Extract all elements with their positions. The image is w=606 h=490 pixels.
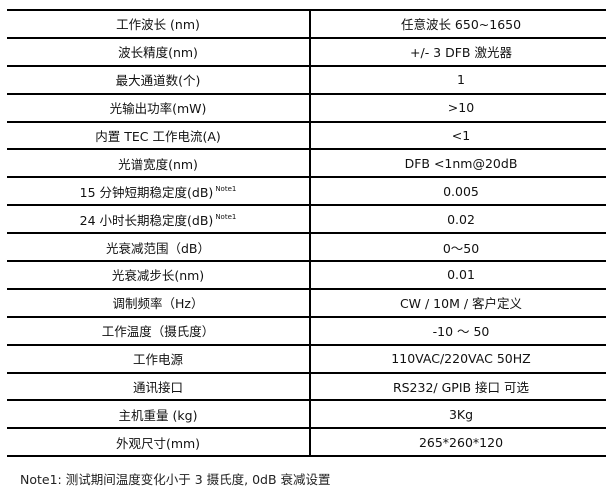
spec-label: 最大通道数(个) bbox=[7, 64, 311, 95]
spec-value: +/- 3 DFB 激光器 bbox=[310, 36, 606, 67]
note-reference: Note1 bbox=[215, 212, 237, 221]
table-row: 光输出功率(mW) >10 bbox=[7, 92, 606, 123]
spec-value: 0.005 bbox=[310, 176, 606, 207]
note-reference: Note1 bbox=[215, 184, 237, 193]
table-row: 调制频率（Hz） CW / 10M / 客户定义 bbox=[7, 287, 606, 318]
spec-label: 光衰减范围（dB） bbox=[7, 232, 311, 263]
spec-label: 光输出功率(mW) bbox=[7, 92, 311, 123]
spec-label-text: 15 分钟短期稳定度(dB) bbox=[79, 184, 214, 200]
spec-label-text: 工作温度（摄氏度） bbox=[101, 324, 215, 340]
spec-label-text: 24 小时长期稳定度(dB) bbox=[79, 212, 214, 228]
spec-label-text: 光谱宽度(nm) bbox=[118, 156, 198, 172]
spec-label: 光衰减步长(nm) bbox=[7, 260, 311, 290]
spec-label-text: 主机重量 (kg) bbox=[118, 407, 198, 423]
table-row: 主机重量 (kg) 3Kg bbox=[7, 399, 606, 430]
spec-label-text: 波长精度(nm) bbox=[118, 45, 198, 61]
spec-label-text: 光衰减范围（dB） bbox=[105, 240, 210, 256]
table-row: 通讯接口 RS232/ GPIB 接口 可选 bbox=[7, 371, 606, 402]
table-row: 光谱宽度(nm) DFB <1nm@20dB bbox=[7, 148, 606, 179]
spec-label-text: 工作电源 bbox=[132, 352, 183, 368]
spec-value: 265*260*120 bbox=[310, 427, 606, 458]
spec-value: 任意波长 650~1650 bbox=[310, 9, 606, 39]
spec-value: 0.02 bbox=[310, 204, 606, 235]
spec-label: 波长精度(nm) bbox=[7, 36, 311, 67]
spec-label-text: 内置 TEC 工作电流(A) bbox=[95, 129, 221, 144]
spec-label-text: 光输出功率(mW) bbox=[109, 101, 207, 117]
table-row: 24 小时长期稳定度(dB) Note1 0.02 bbox=[7, 204, 606, 235]
table-row: 最大通道数(个) 1 bbox=[7, 64, 606, 95]
spec-label-text: 最大通道数(个) bbox=[115, 73, 201, 89]
spec-value: RS232/ GPIB 接口 可选 bbox=[310, 371, 606, 402]
spec-label: 主机重量 (kg) bbox=[7, 399, 311, 430]
table-row: 工作温度（摄氏度） -10 ～ 50 bbox=[7, 315, 606, 346]
table-row: 光衰减范围（dB） 0～50 bbox=[7, 232, 606, 263]
spec-table: 工作波长 (nm) 任意波长 650~1650 波长精度(nm) +/- 3 DFB … bbox=[7, 9, 606, 458]
spec-label-text: 光衰减步长(nm) bbox=[111, 268, 205, 284]
spec-value: -10 ～ 50 bbox=[310, 315, 606, 346]
table-row: 15 分钟短期稳定度(dB) Note1 0.005 bbox=[7, 176, 606, 207]
spec-value: >10 bbox=[310, 92, 606, 123]
table-row: 工作电源 110VAC/220VAC 50HZ bbox=[7, 343, 606, 374]
spec-label-text: 调制频率（Hz） bbox=[112, 296, 204, 312]
spec-label: 光谱宽度(nm) bbox=[7, 148, 311, 179]
spec-label-text: 通讯接口 bbox=[132, 380, 183, 396]
spec-value: 1 bbox=[310, 64, 606, 95]
spec-label-text: 工作波长 (nm) bbox=[116, 17, 200, 33]
spec-value: 0.01 bbox=[310, 260, 606, 290]
spec-label: 通讯接口 bbox=[7, 371, 311, 402]
table-row: 光衰减步长(nm) 0.01 bbox=[7, 260, 606, 290]
spec-value: 0～50 bbox=[310, 232, 606, 263]
spec-label: 外观尺寸(mm) bbox=[7, 427, 311, 458]
table-row: 内置 TEC 工作电流(A) <1 bbox=[7, 120, 606, 151]
spec-label-text: 外观尺寸(mm) bbox=[115, 435, 201, 451]
spec-label: 内置 TEC 工作电流(A) bbox=[7, 120, 311, 151]
table-row: 工作波长 (nm) 任意波长 650~1650 bbox=[7, 9, 606, 39]
spec-label: 24 小时长期稳定度(dB) Note1 bbox=[7, 204, 311, 235]
spec-value: <1 bbox=[310, 120, 606, 151]
spec-value: DFB <1nm@20dB bbox=[310, 148, 606, 179]
spec-value: 110VAC/220VAC 50HZ bbox=[310, 343, 606, 374]
spec-value: 3Kg bbox=[310, 399, 606, 430]
table-row: 波长精度(nm) +/- 3 DFB 激光器 bbox=[7, 36, 606, 67]
spec-label: 工作温度（摄氏度） bbox=[7, 315, 311, 346]
spec-label: 工作波长 (nm) bbox=[7, 9, 311, 39]
table-row: 外观尺寸(mm) 265*260*120 bbox=[7, 427, 606, 458]
spec-label: 调制频率（Hz） bbox=[7, 287, 311, 318]
spec-label: 15 分钟短期稳定度(dB) Note1 bbox=[7, 176, 311, 207]
spec-value: CW / 10M / 客户定义 bbox=[310, 287, 606, 318]
spec-label: 工作电源 bbox=[7, 343, 311, 374]
footnote: Note1: 测试期间温度变化小于 3 摄氏度, 0dB 衰减设置 bbox=[20, 472, 331, 487]
